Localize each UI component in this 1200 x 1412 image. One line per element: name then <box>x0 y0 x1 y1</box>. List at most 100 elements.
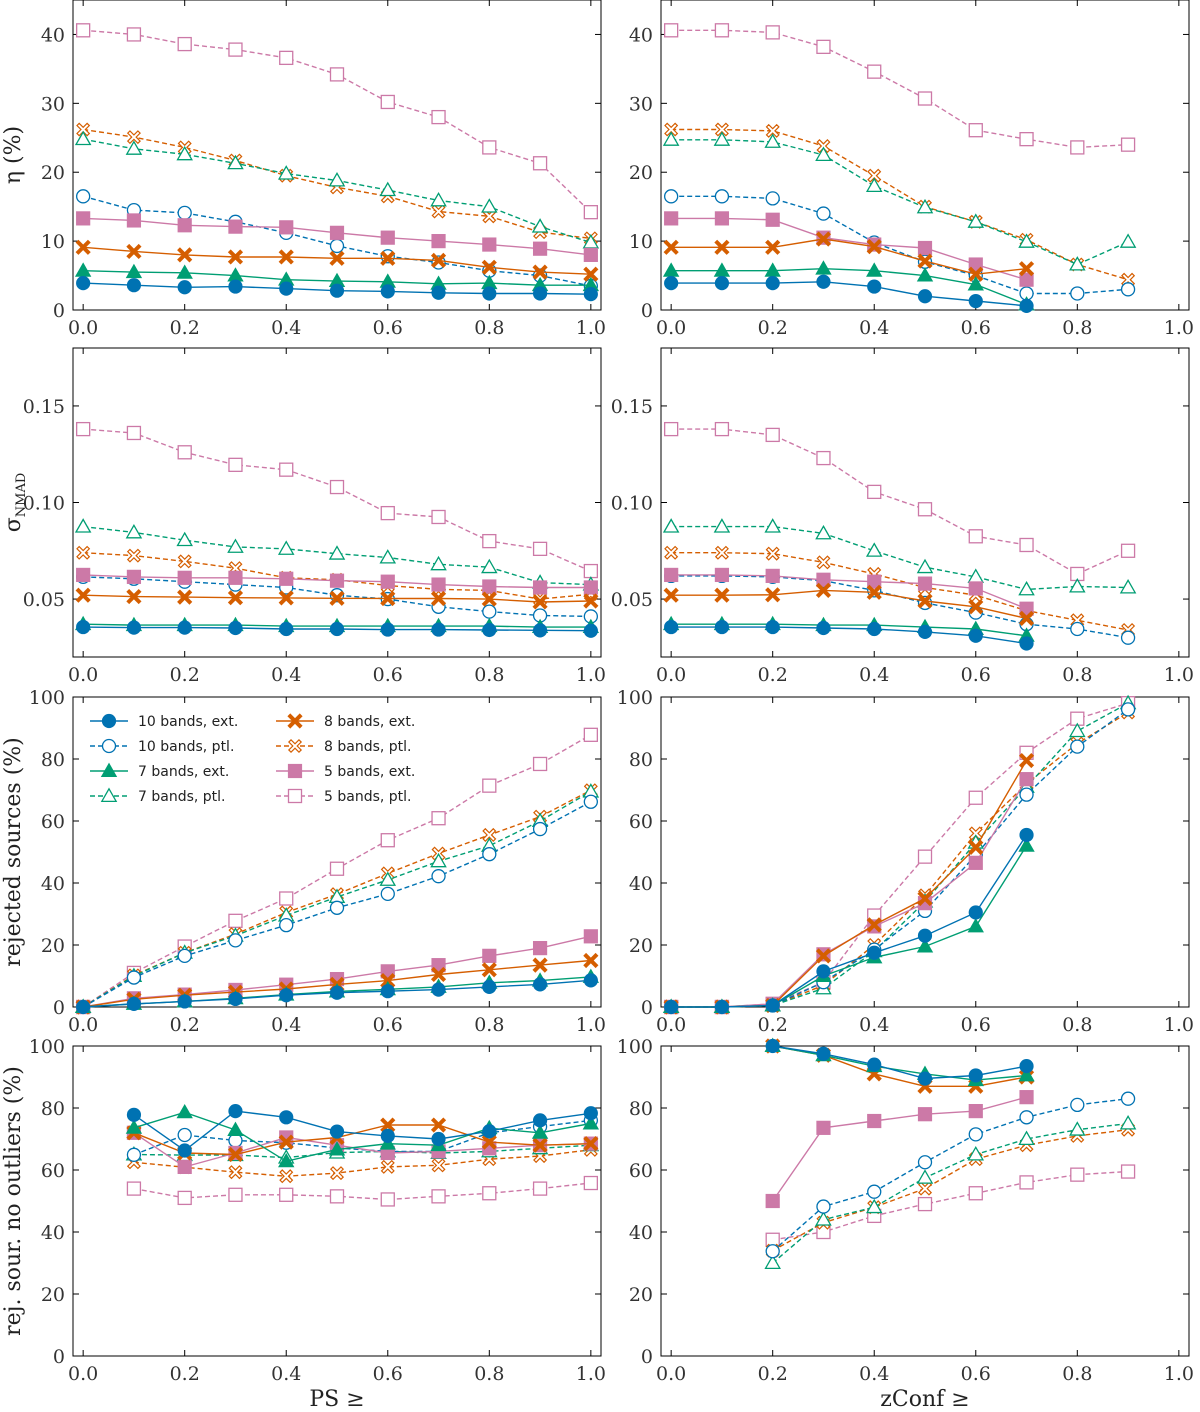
sigma-ps-point-8e <box>126 588 142 605</box>
sigma-ps-point-5p <box>126 425 142 441</box>
eta-zconf-point-8e <box>663 239 679 255</box>
rej-zconf-ytick-label: 20 <box>629 935 653 957</box>
sigma-zconf-point-7p <box>1119 579 1137 594</box>
rej-zconf-xtick-label: 0.4 <box>859 1014 889 1036</box>
rej-ps-point-5p <box>532 756 548 772</box>
rejno-ps-line-7p <box>133 1144 591 1159</box>
eta-ps-axes-frame <box>72 0 602 311</box>
rej-ps-point-7p <box>430 852 447 868</box>
sigma-ps-xtick-label: 0.8 <box>474 664 504 686</box>
eta-ps-point-8e <box>227 249 244 265</box>
rejno-ps-point-5p <box>380 1192 395 1207</box>
sigma-zconf-point-5p <box>1120 543 1136 558</box>
sigma-zconf-point-5p <box>917 502 933 517</box>
sigma-ps-point-5p <box>329 479 345 495</box>
legend-label-5e: 5 bands, ext. <box>324 764 415 780</box>
rejno-zconf-point-5e <box>765 1193 780 1209</box>
rej-ps-ytick-label: 40 <box>41 873 65 895</box>
rej-zconf-point-8e <box>866 917 882 933</box>
eta-ps-ytick-label: 40 <box>41 24 65 46</box>
rej-ps-point-5p <box>380 833 395 848</box>
rej-ps-xtick-label: 0.2 <box>170 1014 200 1036</box>
sigma-zconf-line-8p <box>671 552 1129 631</box>
eta-ps-point-7p <box>277 165 295 180</box>
eta-zconf-point-10e <box>714 276 730 291</box>
eta-zconf-line-5e <box>671 217 1027 281</box>
sigma-zconf-point-10e <box>664 619 679 635</box>
eta-zconf-ytick-label: 10 <box>629 231 653 253</box>
eta-zconf-xtick-label: 1.0 <box>1164 317 1194 339</box>
sigma-zconf-point-5p <box>664 421 679 437</box>
rej-zconf-point-7p <box>1069 722 1086 738</box>
sigma-ps-point-5p <box>380 505 395 521</box>
rejno-zconf-axes-frame <box>660 1045 1190 1357</box>
rej-zconf-point-8e <box>968 839 984 855</box>
rej-ps-point-5p <box>228 913 243 928</box>
sigma-zconf-point-7p <box>916 558 934 574</box>
sigma-zconf-series-group <box>662 421 1137 651</box>
sigma-zconf-line-10p <box>671 575 1129 639</box>
rej-zconf-point-10p <box>1120 702 1136 717</box>
sigma-ps-point-5e <box>482 579 497 594</box>
eta-zconf-point-5p <box>1019 132 1034 147</box>
rejno-ps-point-10e <box>532 1113 548 1128</box>
sigma-zconf-point-8e <box>815 582 832 598</box>
sigma-ps-point-5e <box>431 577 446 592</box>
sigma-ps-point-5e <box>532 580 548 595</box>
rej-ps-point-5e <box>482 948 497 963</box>
eta-ps-point-10e <box>76 276 91 291</box>
sigma-ps-point-5p <box>532 541 548 556</box>
eta-ps-point-10e <box>177 280 192 295</box>
eta-ps-xtick-label: 0.4 <box>271 317 301 339</box>
rej-zconf-point-5e <box>1019 772 1034 787</box>
sigma-ps-point-8e <box>329 590 345 606</box>
eta-ps-point-10e <box>380 284 395 299</box>
eta-ps-point-10e <box>228 279 243 294</box>
sigma-zconf-point-5p <box>816 450 831 466</box>
eta-zconf-point-5p <box>917 91 933 106</box>
legend-label-8e: 8 bands, ext. <box>324 714 415 730</box>
eta-zconf-ytick-label: 40 <box>629 24 653 46</box>
sigma-zconf-point-8e <box>765 587 781 603</box>
sigma-ps-point-5p <box>482 533 497 549</box>
rej-zconf-line-10e <box>671 834 1028 1008</box>
sigma-zconf-xtick-label: 0.8 <box>1062 664 1092 686</box>
sigma-zconf-point-10e <box>765 619 780 635</box>
sigma-ps-point-5e <box>76 567 91 583</box>
sigma-zconf-point-5e <box>867 574 882 589</box>
sigma-zconf-point-5e <box>714 567 730 583</box>
rejno-zconf-ytick-label: 80 <box>629 1098 653 1120</box>
rej-zconf-point-7e <box>1018 837 1035 852</box>
eta-zconf-point-8p <box>867 168 882 183</box>
sigma-zconf-point-8p <box>714 545 729 560</box>
eta-ps-point-5p <box>482 140 497 155</box>
sigma-zconf-line-7e <box>671 623 1027 637</box>
rej-zconf-point-10e <box>917 928 933 943</box>
sigma-ps-point-5p <box>177 445 192 460</box>
rej-ps-xtick-label: 0.0 <box>68 1014 98 1036</box>
rej-ps-ylabel: rejected sources (%) <box>1 737 26 967</box>
rej-ps-xtick-label: 0.4 <box>271 1014 301 1036</box>
rejno-zconf-point-8p <box>917 1181 933 1196</box>
rejno-ps-point-5p <box>329 1189 345 1204</box>
sigma-zconf-point-5p <box>867 484 882 500</box>
rejno-ps-point-8e <box>278 1134 294 1150</box>
eta-zconf-point-5p <box>714 23 730 38</box>
rejno-zconf-xtick-label: 1.0 <box>1164 1363 1194 1385</box>
rejno-zconf-point-10e <box>968 1068 983 1083</box>
eta-zconf-point-5e <box>917 240 933 256</box>
rejno-zconf-point-10e <box>816 1046 831 1061</box>
rejno-zconf-point-10e <box>1019 1059 1034 1074</box>
sigma-ps-point-10e <box>126 620 142 635</box>
rej-ps-point-10e <box>583 973 598 988</box>
sigma-zconf-point-8p <box>664 545 679 560</box>
rejno-zconf-line-10e <box>772 1045 1027 1080</box>
eta-ps-point-5e <box>279 220 294 235</box>
eta-ps-point-5e <box>482 237 497 252</box>
eta-ps-point-5e <box>329 225 345 240</box>
eta-ps-point-7p <box>531 218 549 233</box>
sigma-zconf-point-8e <box>968 599 984 615</box>
sigma-ps-point-10e <box>380 622 395 637</box>
sigma-zconf-ytick-label: 0.15 <box>611 396 653 418</box>
sigma-zconf-point-7p <box>713 518 731 533</box>
